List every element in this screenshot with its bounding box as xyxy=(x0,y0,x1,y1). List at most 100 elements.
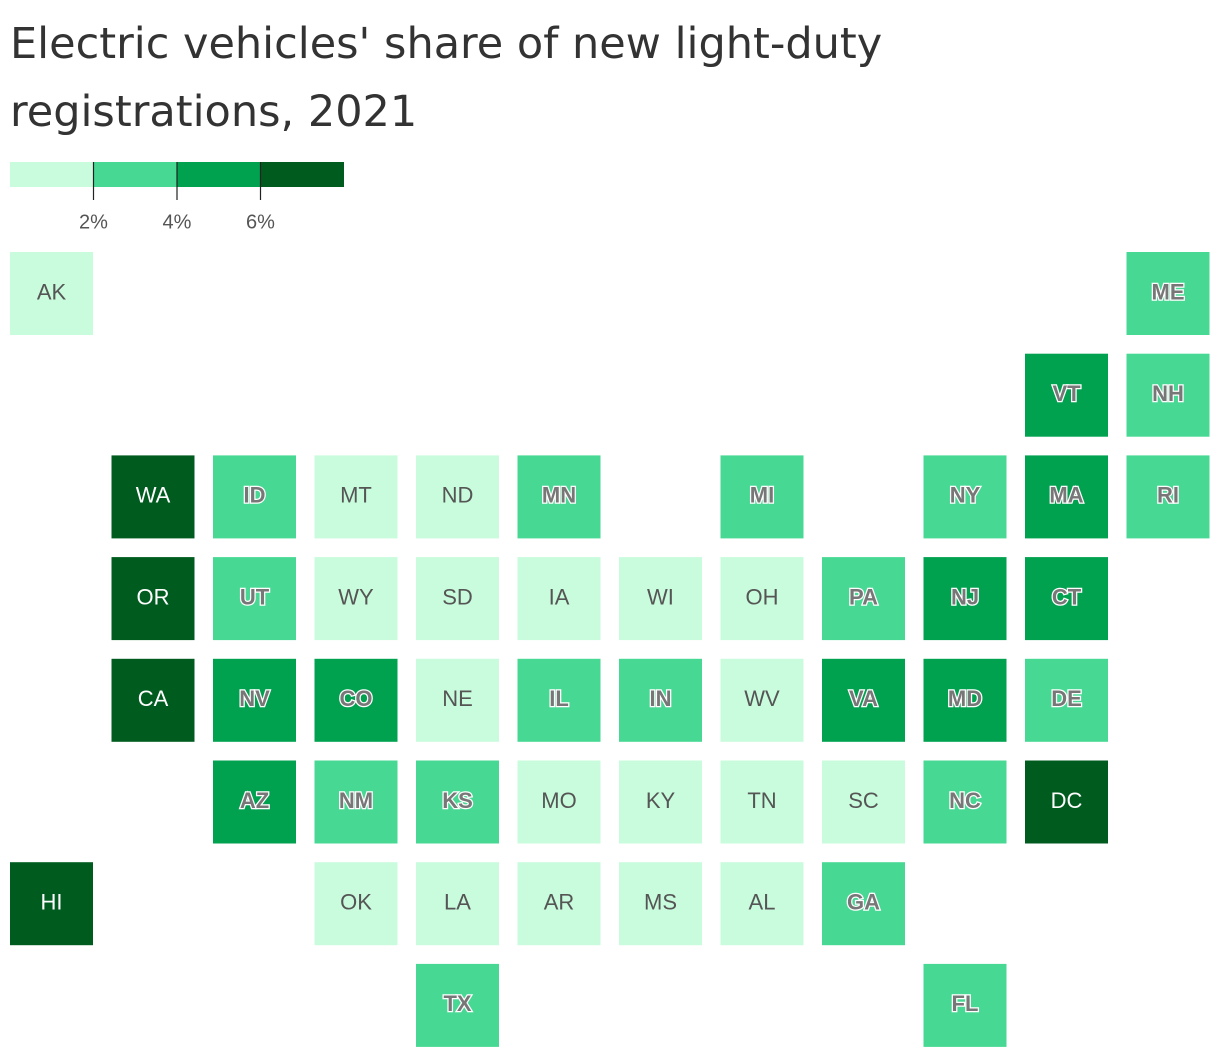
state-tile xyxy=(416,963,499,1047)
state-tile xyxy=(1126,252,1210,335)
state-tile xyxy=(923,455,1007,539)
state-label: OH xyxy=(746,584,779,609)
state-tile xyxy=(416,557,499,641)
state-tile xyxy=(619,658,702,742)
state-label: GA xyxy=(847,890,880,915)
state-label: IN xyxy=(650,686,672,711)
state-label: SD xyxy=(442,584,473,609)
state-label: AL xyxy=(749,890,776,915)
state-tile xyxy=(111,557,195,641)
state-tile xyxy=(720,862,804,946)
state-label: TN xyxy=(747,788,776,813)
state-tile xyxy=(720,658,804,742)
legend-swatch xyxy=(10,162,94,187)
state-label: MO xyxy=(541,788,576,813)
state-label: FL xyxy=(952,991,979,1016)
state-label: CO xyxy=(340,686,373,711)
state-label: WI xyxy=(647,584,674,609)
state-label: DC xyxy=(1051,788,1083,813)
state-label: CT xyxy=(1052,584,1082,609)
state-label: DE xyxy=(1051,686,1082,711)
chart-title: Electric vehicles' share of new light-du… xyxy=(10,19,883,137)
state-tile xyxy=(517,862,601,946)
state-tile xyxy=(619,760,702,844)
state-label: MS xyxy=(644,890,677,915)
state-tile xyxy=(416,658,499,742)
state-tile xyxy=(720,557,804,641)
state-label: RI xyxy=(1157,483,1179,508)
state-tile xyxy=(619,862,702,946)
state-tile xyxy=(923,658,1007,742)
state-tile xyxy=(1126,353,1210,437)
state-tile xyxy=(111,455,195,539)
legend-swatch xyxy=(260,162,344,187)
state-tile xyxy=(213,557,296,641)
state-label: TX xyxy=(443,991,471,1016)
state-label: AZ xyxy=(240,788,269,813)
state-tile xyxy=(213,455,296,539)
state-label: WY xyxy=(338,584,374,609)
state-tile xyxy=(416,760,499,844)
state-tile xyxy=(10,862,93,946)
state-label: NH xyxy=(1152,381,1184,406)
legend-tick-label: 4% xyxy=(163,211,192,233)
state-tile xyxy=(822,557,905,641)
state-label: OK xyxy=(340,890,372,915)
state-tile xyxy=(213,658,296,742)
state-label: IL xyxy=(549,686,569,711)
state-tile xyxy=(111,658,195,742)
state-label: ND xyxy=(442,483,474,508)
state-tile xyxy=(213,760,296,844)
state-label: WA xyxy=(136,483,171,508)
state-tile xyxy=(314,658,398,742)
state-tile xyxy=(517,455,601,539)
state-label: CA xyxy=(138,686,169,711)
state-tile xyxy=(314,455,398,539)
state-label: NY xyxy=(950,483,981,508)
state-tile xyxy=(720,455,804,539)
state-label: KY xyxy=(646,788,676,813)
state-label: UT xyxy=(240,584,270,609)
state-tile xyxy=(1025,353,1108,437)
state-tile xyxy=(923,963,1007,1047)
state-tile xyxy=(314,760,398,844)
state-label: MD xyxy=(948,686,982,711)
state-tile xyxy=(1025,658,1108,742)
state-label: MA xyxy=(1049,483,1083,508)
state-tile xyxy=(720,760,804,844)
state-label: LA xyxy=(444,890,471,915)
state-label: ME xyxy=(1152,279,1185,304)
state-label: OR xyxy=(137,584,170,609)
state-tile xyxy=(923,557,1007,641)
state-tile xyxy=(822,658,905,742)
legend-tick-label: 2% xyxy=(79,211,108,233)
state-label: SC xyxy=(848,788,879,813)
state-label: AR xyxy=(544,890,575,915)
state-tile xyxy=(822,862,905,946)
state-label: KS xyxy=(442,788,473,813)
state-label: NJ xyxy=(951,584,979,609)
state-label: NV xyxy=(239,686,270,711)
state-tile xyxy=(1025,557,1108,641)
state-label: PA xyxy=(849,584,878,609)
state-label: MT xyxy=(340,483,372,508)
state-tile xyxy=(1025,760,1108,844)
state-label: VA xyxy=(849,686,878,711)
state-label: VT xyxy=(1052,381,1081,406)
state-tile xyxy=(619,557,702,641)
legend-swatch xyxy=(93,162,177,187)
state-tile xyxy=(517,760,601,844)
state-tile xyxy=(10,252,93,335)
state-tile xyxy=(1126,455,1210,539)
state-tile xyxy=(822,760,905,844)
state-tile xyxy=(416,862,499,946)
state-label: AK xyxy=(37,279,67,304)
state-tile xyxy=(314,557,398,641)
legend-swatch xyxy=(177,162,261,187)
state-label: MN xyxy=(542,483,576,508)
state-tile xyxy=(1025,455,1108,539)
state-label: NC xyxy=(949,788,981,813)
state-label: WV xyxy=(744,686,780,711)
